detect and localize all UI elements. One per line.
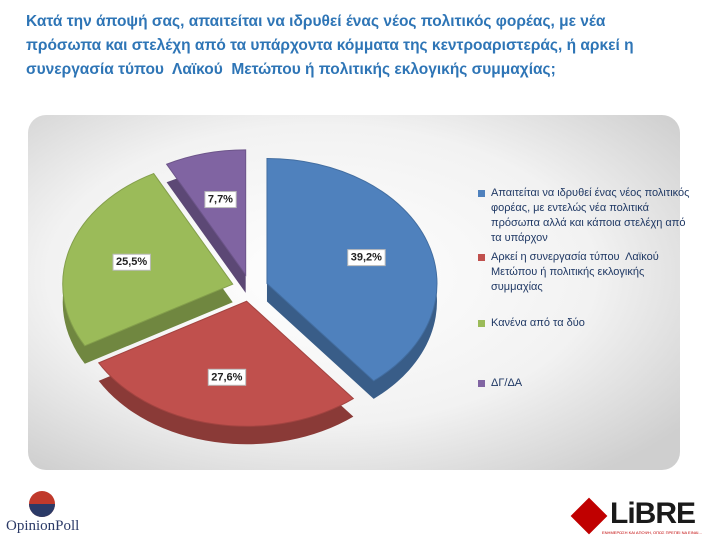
value-label-box [204, 191, 237, 209]
slice [165, 149, 247, 277]
value-label: 25,5% [116, 256, 147, 268]
value-label-box [112, 253, 151, 271]
legend-label: Αρκεί η συνεργασία τύπου Λαϊκού Μετώπου … [491, 251, 662, 293]
legend-label: ΔΓ/ΔΑ [491, 377, 523, 389]
legend-item: Αρκεί η συνεργασία τύπου Λαϊκού Μετώπου … [478, 250, 691, 295]
logo-mark [570, 497, 608, 535]
value-label-box [207, 368, 247, 386]
value-label-box [347, 249, 386, 267]
slice [97, 300, 355, 427]
legend-item: ΔΓ/ΔΑ [478, 376, 691, 391]
legend-item: Κανένα από τα δύο [478, 316, 691, 331]
legend-swatch [478, 254, 485, 261]
logo-right: LiBRE [610, 497, 696, 530]
legend-swatch [478, 190, 485, 197]
legend-swatch [478, 320, 485, 327]
logo-circle-half [29, 504, 55, 517]
slice [266, 158, 438, 382]
chart-title: Κατά την άποψή σας, απαιτείται να ιδρυθε… [26, 13, 638, 78]
logo-left: OpinionPoll [6, 518, 80, 534]
value-label: 7,7% [208, 194, 233, 206]
value-label: 27,6% [211, 371, 242, 383]
logo-tagline: ΕΝΗΜΕΡΩΣΗ ΚΑΙ ΑΠΟΨΗ, ΟΠΩΣ ΠΡΕΠΕΙ ΝΑ ΕΙΝΑ… [602, 530, 702, 535]
value-label: 39,2% [351, 252, 382, 264]
legend-label: Απαιτείται να ιδρυθεί ένας νέος πολιτικό… [491, 187, 693, 244]
legend-item: Απαιτείται να ιδρυθεί ένας νέος πολιτικό… [478, 186, 691, 246]
legend-swatch [478, 380, 485, 387]
legend-label: Κανένα από τα δύο [491, 317, 585, 329]
